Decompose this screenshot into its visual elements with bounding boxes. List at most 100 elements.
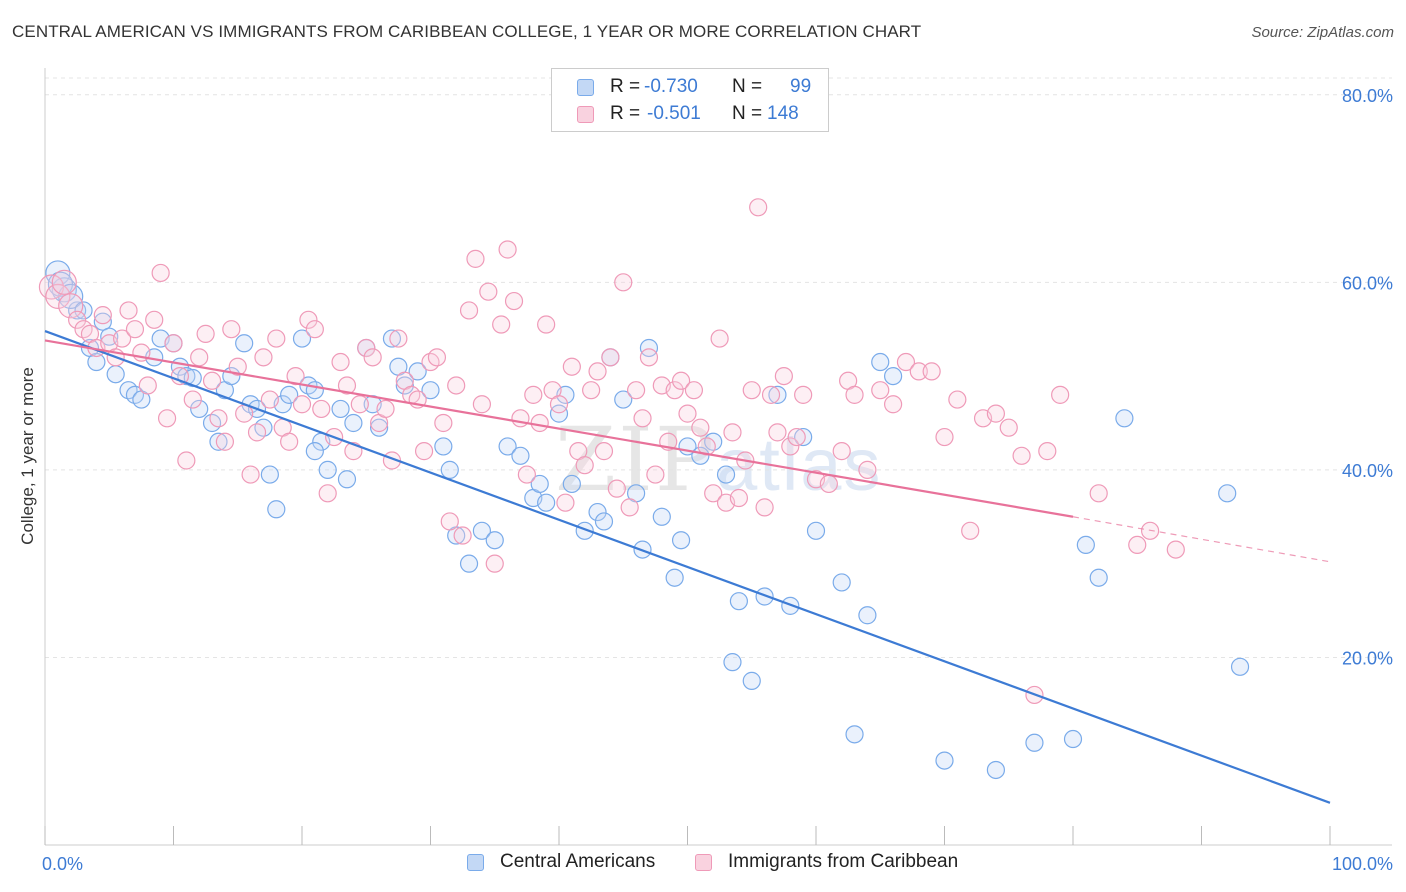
central-american-point bbox=[1025, 733, 1044, 752]
caribbean-point bbox=[145, 310, 164, 329]
caribbean-point bbox=[68, 310, 87, 329]
central-american-point bbox=[537, 493, 556, 512]
y-tick-label: 60.0% bbox=[1342, 273, 1393, 293]
caribbean-point bbox=[691, 418, 710, 437]
central-american-point bbox=[209, 432, 228, 451]
central-american-point bbox=[781, 596, 800, 615]
central-american-point bbox=[280, 385, 299, 404]
caribbean-point bbox=[665, 381, 684, 400]
central-american-point bbox=[742, 671, 761, 690]
caribbean-point bbox=[742, 381, 761, 400]
central-american-point bbox=[305, 442, 324, 461]
caribbean-point bbox=[646, 465, 665, 484]
caribbean-point bbox=[447, 376, 466, 395]
caribbean-point bbox=[222, 320, 241, 339]
caribbean-point bbox=[38, 274, 65, 300]
bottom-legend-swatch-pink bbox=[695, 854, 712, 871]
legend-row-central-americans: R = -0.730 N = 99 bbox=[552, 75, 828, 101]
caribbean-point bbox=[305, 320, 324, 339]
trend-line-central-americans bbox=[44, 330, 1331, 804]
caribbean-point bbox=[350, 395, 369, 414]
caribbean-point bbox=[787, 427, 806, 447]
central-american-point bbox=[344, 413, 363, 433]
caribbean-point bbox=[254, 348, 273, 367]
central-american-point bbox=[370, 418, 389, 437]
caribbean-point bbox=[1166, 540, 1185, 559]
central-american-point bbox=[716, 465, 736, 484]
central-american-point bbox=[723, 653, 742, 672]
central-american-point bbox=[93, 312, 112, 331]
central-american-point bbox=[511, 446, 530, 465]
central-american-point bbox=[260, 465, 279, 484]
series-caribbean bbox=[38, 198, 1185, 705]
central-american-point bbox=[292, 329, 312, 348]
central-american-point bbox=[87, 352, 106, 372]
caribbean-point bbox=[556, 493, 575, 512]
central-american-point bbox=[318, 460, 337, 479]
caribbean-point bbox=[479, 282, 498, 301]
caribbean-point bbox=[607, 479, 626, 498]
caribbean-point bbox=[723, 423, 742, 442]
caribbean-point bbox=[986, 404, 1006, 423]
caribbean-point bbox=[280, 432, 299, 451]
caribbean-point bbox=[183, 390, 202, 409]
caribbean-point bbox=[190, 348, 209, 367]
central-american-point bbox=[337, 470, 357, 489]
caribbean-point bbox=[626, 381, 646, 400]
legend-swatch-pink bbox=[577, 106, 594, 123]
central-american-point bbox=[1076, 535, 1095, 555]
central-american-point bbox=[588, 502, 607, 522]
caribbean-point bbox=[453, 526, 472, 545]
series-central-americans bbox=[45, 260, 1250, 780]
central-american-point bbox=[421, 381, 440, 400]
caribbean-point bbox=[948, 390, 967, 409]
caribbean-point bbox=[492, 315, 511, 334]
caribbean-point bbox=[312, 399, 331, 419]
legend-r-value: -0.730 bbox=[644, 76, 698, 97]
central-american-point bbox=[408, 362, 427, 381]
caribbean-point bbox=[871, 381, 890, 400]
caribbean-point bbox=[562, 357, 581, 376]
y-tick-label: 40.0% bbox=[1342, 461, 1393, 481]
central-american-point bbox=[530, 474, 549, 494]
caribbean-point bbox=[749, 198, 768, 217]
caribbean-point bbox=[138, 376, 157, 395]
caribbean-point bbox=[1038, 442, 1057, 461]
caribbean-point bbox=[389, 329, 408, 348]
chart-title: CENTRAL AMERICAN VS IMMIGRANTS FROM CARI… bbox=[12, 22, 922, 41]
caribbean-point bbox=[704, 484, 723, 503]
central-american-point bbox=[794, 427, 813, 447]
caribbean-point bbox=[517, 465, 536, 484]
central-american-point bbox=[986, 760, 1006, 780]
caribbean-point bbox=[1012, 446, 1031, 465]
central-american-point bbox=[106, 365, 125, 384]
legend-n-label: N = bbox=[732, 103, 763, 124]
central-american-point bbox=[1218, 484, 1237, 503]
caribbean-point bbox=[363, 348, 382, 367]
caribbean-point bbox=[170, 366, 190, 386]
central-american-point bbox=[235, 334, 254, 353]
legend-row-caribbean: R = -0.501 N = 148 bbox=[552, 102, 828, 128]
caribbean-point bbox=[151, 263, 170, 283]
caribbean-point bbox=[537, 315, 556, 334]
caribbean-point bbox=[710, 329, 729, 348]
caribbean-point bbox=[177, 451, 196, 470]
caribbean-point bbox=[671, 371, 691, 390]
central-american-point bbox=[858, 606, 877, 625]
trend-line-caribbean-extension bbox=[1072, 516, 1331, 563]
caribbean-point bbox=[768, 423, 787, 442]
central-american-point bbox=[331, 399, 350, 419]
grid bbox=[45, 77, 1392, 658]
caribbean-point bbox=[896, 352, 916, 372]
central-american-point bbox=[935, 751, 954, 770]
caribbean-point bbox=[376, 399, 395, 419]
central-american-point bbox=[472, 521, 491, 540]
caribbean-point bbox=[819, 474, 838, 494]
y-tick-label: 80.0% bbox=[1342, 86, 1393, 106]
central-american-point bbox=[395, 376, 414, 395]
caribbean-point bbox=[678, 404, 697, 423]
central-american-point bbox=[832, 573, 851, 592]
caribbean-point bbox=[247, 423, 267, 442]
caribbean-point bbox=[909, 362, 928, 381]
